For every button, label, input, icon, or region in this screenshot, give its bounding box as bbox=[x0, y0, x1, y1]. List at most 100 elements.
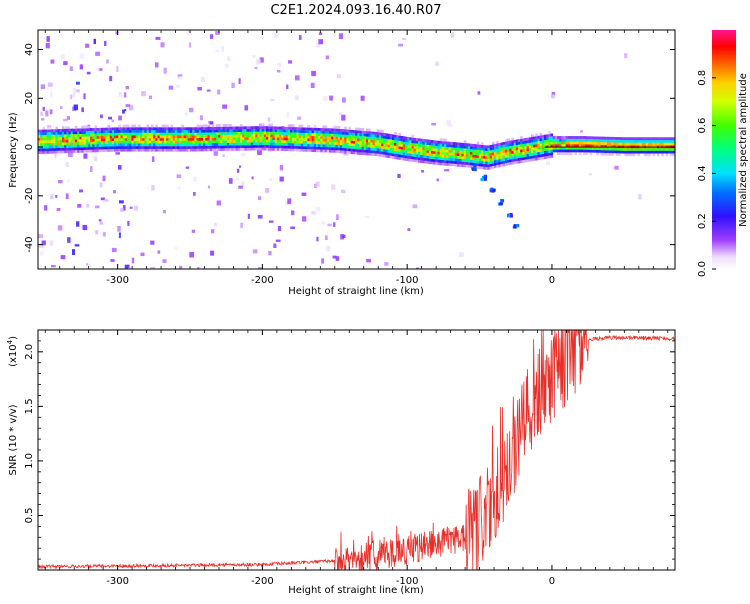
heatmap-cell bbox=[241, 181, 245, 187]
heatmap-cell bbox=[105, 141, 108, 144]
heatmap-cell bbox=[307, 138, 310, 142]
heatmap-cell bbox=[64, 145, 67, 148]
heatmap-cell bbox=[211, 145, 215, 149]
heatmap-cell bbox=[554, 136, 558, 139]
heatmap-cell bbox=[127, 132, 130, 136]
heatmap-cell bbox=[381, 151, 384, 155]
heatmap-cell bbox=[83, 128, 87, 132]
heatmap-cell bbox=[431, 145, 434, 149]
heatmap-cell bbox=[437, 154, 441, 158]
heatmap-cell bbox=[507, 151, 510, 155]
heatmap-cell bbox=[166, 143, 169, 147]
heatmap-cell bbox=[54, 153, 57, 159]
heatmap-cell bbox=[628, 150, 632, 154]
heatmap-cell bbox=[42, 135, 45, 138]
heatmap-cell bbox=[190, 143, 193, 147]
heatmap-cell bbox=[57, 142, 61, 146]
heatmap-cell bbox=[246, 131, 250, 135]
heatmap-cell bbox=[313, 125, 317, 128]
heatmap-cell bbox=[374, 145, 378, 149]
heatmap-cell bbox=[376, 150, 380, 154]
heatmap-cell bbox=[424, 155, 428, 159]
heatmap-cell bbox=[461, 156, 465, 160]
heatmap-cell bbox=[307, 124, 310, 128]
heatmap-cell bbox=[218, 134, 221, 138]
heatmap-cell bbox=[187, 138, 191, 141]
heatmap-cell bbox=[522, 159, 525, 163]
heatmap-cell bbox=[38, 245, 44, 248]
heatmap-cell bbox=[150, 140, 154, 144]
heatmap-cell bbox=[127, 138, 130, 141]
heatmap-cell bbox=[372, 150, 375, 154]
heatmap-cell bbox=[274, 148, 278, 151]
heatmap-cell bbox=[552, 138, 556, 142]
heatmap-cell bbox=[539, 156, 543, 160]
heatmap-cell bbox=[114, 146, 117, 149]
heatmap-cell bbox=[155, 124, 158, 128]
heatmap-cell bbox=[46, 129, 50, 133]
heatmap-cell bbox=[437, 156, 441, 160]
heatmap-cell bbox=[650, 148, 653, 151]
heatmap-cell bbox=[233, 137, 236, 141]
heatmap-cell bbox=[609, 136, 612, 140]
heatmap-cell bbox=[413, 159, 417, 163]
heatmap-cell bbox=[344, 134, 347, 138]
heatmap-cell bbox=[253, 139, 256, 143]
heatmap-cell bbox=[61, 150, 65, 154]
heatmap-cell bbox=[624, 150, 627, 154]
heatmap-cell bbox=[458, 252, 464, 257]
heatmap-cell bbox=[637, 140, 640, 143]
heatmap-cell bbox=[164, 140, 167, 144]
heatmap-cell bbox=[387, 141, 391, 145]
heatmap-cell bbox=[289, 135, 293, 138]
heatmap-cell bbox=[415, 143, 419, 147]
heatmap-cell bbox=[258, 267, 262, 269]
heatmap-cell bbox=[222, 132, 226, 135]
heatmap-cell bbox=[461, 159, 465, 162]
heatmap-cell bbox=[177, 130, 180, 133]
heatmap-cell bbox=[502, 142, 506, 145]
heatmap-cell bbox=[140, 148, 143, 152]
heatmap-cell bbox=[407, 147, 410, 151]
heatmap-cell bbox=[659, 150, 662, 154]
heatmap-cell bbox=[294, 140, 297, 144]
heatmap-cell bbox=[181, 124, 184, 128]
heatmap-cell bbox=[77, 203, 82, 208]
heatmap-cell bbox=[268, 137, 271, 140]
heatmap-cell bbox=[224, 148, 228, 151]
heatmap-cell bbox=[146, 146, 150, 149]
heatmap-cell bbox=[361, 133, 365, 137]
heatmap-cell bbox=[357, 149, 360, 152]
heatmap-cell bbox=[157, 132, 160, 136]
heatmap-cell bbox=[359, 152, 362, 155]
heatmap-cell bbox=[522, 138, 525, 142]
heatmap-cell bbox=[120, 148, 124, 152]
heatmap-cell bbox=[105, 149, 108, 152]
heatmap-cell bbox=[177, 132, 180, 136]
heatmap-cell bbox=[178, 186, 181, 190]
heatmap-cell bbox=[64, 128, 67, 132]
heatmap-cell bbox=[307, 141, 310, 144]
heatmap-cell bbox=[411, 148, 415, 152]
heatmap-cell bbox=[641, 148, 645, 151]
heatmap-cell bbox=[394, 142, 397, 146]
heatmap-cell bbox=[439, 143, 443, 147]
heatmap-cell bbox=[363, 131, 367, 134]
heatmap-cell bbox=[396, 137, 399, 141]
heatmap-cell bbox=[305, 143, 308, 147]
heatmap-cell bbox=[199, 124, 204, 128]
heatmap-cell bbox=[270, 139, 273, 143]
heatmap-cell bbox=[385, 141, 389, 145]
heatmap-cell bbox=[541, 137, 545, 141]
heatmap-cell bbox=[109, 76, 113, 82]
heatmap-cell bbox=[405, 136, 408, 140]
heatmap-cell bbox=[77, 142, 80, 145]
heatmap-cell bbox=[487, 148, 491, 151]
heatmap-cell bbox=[526, 148, 530, 152]
heatmap-cell bbox=[337, 144, 341, 148]
heatmap-cell bbox=[206, 89, 211, 92]
heatmap-cell bbox=[135, 127, 139, 131]
heatmap-cell bbox=[535, 138, 538, 142]
heatmap-cell bbox=[428, 150, 432, 154]
heatmap-cell bbox=[198, 148, 202, 152]
